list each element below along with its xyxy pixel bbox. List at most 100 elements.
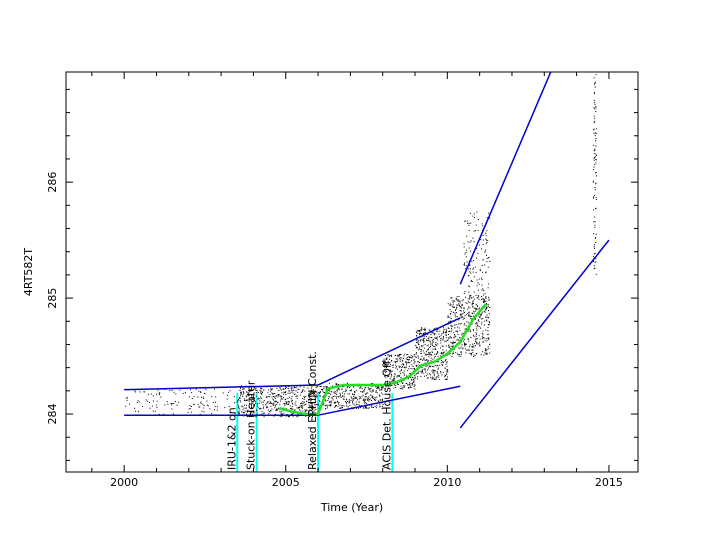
data-point bbox=[436, 376, 438, 378]
data-point bbox=[468, 229, 470, 231]
data-point bbox=[343, 396, 345, 398]
data-point bbox=[305, 409, 307, 411]
data-point bbox=[470, 240, 472, 242]
data-point bbox=[467, 338, 469, 340]
data-point bbox=[594, 186, 596, 188]
data-point bbox=[441, 374, 443, 376]
data-point bbox=[242, 393, 244, 395]
data-point bbox=[285, 403, 287, 405]
data-point bbox=[484, 297, 486, 299]
data-point bbox=[355, 401, 357, 403]
data-point bbox=[476, 297, 478, 299]
data-point bbox=[445, 350, 447, 352]
data-point bbox=[482, 300, 484, 302]
data-point bbox=[418, 334, 420, 336]
data-point bbox=[417, 341, 419, 343]
data-point bbox=[206, 400, 208, 402]
data-point bbox=[456, 304, 458, 306]
data-point bbox=[476, 279, 478, 281]
data-point bbox=[243, 412, 245, 414]
data-point bbox=[593, 159, 595, 161]
data-point bbox=[308, 393, 310, 395]
data-point bbox=[351, 397, 353, 399]
data-point bbox=[427, 344, 429, 346]
data-point bbox=[404, 385, 406, 387]
data-point bbox=[363, 391, 365, 393]
data-point bbox=[473, 346, 475, 348]
data-point bbox=[271, 388, 273, 390]
data-point bbox=[407, 369, 409, 371]
data-point bbox=[468, 285, 470, 287]
data-point bbox=[594, 86, 596, 88]
data-point bbox=[418, 372, 420, 374]
data-point bbox=[471, 346, 473, 348]
data-point bbox=[413, 359, 415, 361]
data-point bbox=[430, 374, 432, 376]
data-point bbox=[410, 354, 412, 356]
data-point bbox=[254, 399, 256, 401]
data-point bbox=[595, 132, 596, 134]
data-point bbox=[595, 182, 597, 184]
data-point bbox=[318, 393, 320, 395]
data-point bbox=[446, 340, 448, 341]
data-point bbox=[372, 396, 373, 398]
data-point bbox=[331, 391, 333, 393]
data-point bbox=[464, 323, 466, 325]
data-point bbox=[164, 404, 166, 406]
data-point bbox=[471, 281, 473, 283]
data-point bbox=[422, 333, 424, 335]
data-point bbox=[429, 352, 431, 354]
data-point bbox=[400, 385, 402, 387]
data-point bbox=[594, 244, 596, 246]
data-point bbox=[417, 342, 419, 344]
data-point bbox=[247, 392, 249, 394]
data-point bbox=[326, 405, 328, 407]
data-point bbox=[461, 305, 463, 307]
data-point bbox=[372, 390, 374, 392]
data-point bbox=[337, 401, 338, 403]
data-point bbox=[469, 329, 471, 331]
data-point bbox=[328, 404, 330, 406]
data-point bbox=[275, 394, 277, 396]
data-point bbox=[263, 412, 265, 414]
data-point bbox=[334, 392, 336, 394]
data-point bbox=[336, 397, 338, 399]
data-point bbox=[268, 409, 269, 411]
data-point bbox=[268, 402, 270, 404]
data-point bbox=[427, 377, 429, 379]
data-point bbox=[474, 230, 476, 232]
data-point bbox=[446, 371, 448, 373]
data-point bbox=[417, 361, 419, 363]
data-point bbox=[594, 103, 596, 105]
data-point bbox=[301, 403, 303, 405]
data-point bbox=[436, 337, 438, 339]
data-point bbox=[421, 329, 422, 331]
data-point bbox=[288, 416, 290, 418]
data-point bbox=[431, 376, 433, 378]
data-point bbox=[485, 272, 487, 274]
data-point bbox=[595, 183, 597, 185]
envelope-line bbox=[459, 239, 610, 429]
data-point bbox=[386, 371, 388, 372]
data-point bbox=[367, 392, 369, 394]
data-point bbox=[434, 333, 436, 335]
data-point bbox=[381, 388, 382, 390]
data-point bbox=[446, 373, 447, 375]
data-point bbox=[238, 412, 240, 414]
data-point bbox=[485, 300, 487, 302]
data-point bbox=[450, 304, 452, 306]
data-point bbox=[489, 260, 491, 262]
data-point bbox=[393, 364, 394, 366]
data-point bbox=[260, 390, 262, 392]
data-point bbox=[262, 404, 264, 406]
data-point bbox=[228, 406, 230, 407]
data-point bbox=[152, 410, 154, 412]
data-point bbox=[284, 403, 286, 405]
data-point bbox=[382, 393, 384, 395]
data-point bbox=[488, 321, 490, 323]
data-point bbox=[478, 278, 480, 280]
data-point bbox=[246, 411, 248, 413]
data-point bbox=[475, 308, 477, 310]
data-point bbox=[278, 390, 280, 391]
data-point bbox=[413, 362, 415, 364]
